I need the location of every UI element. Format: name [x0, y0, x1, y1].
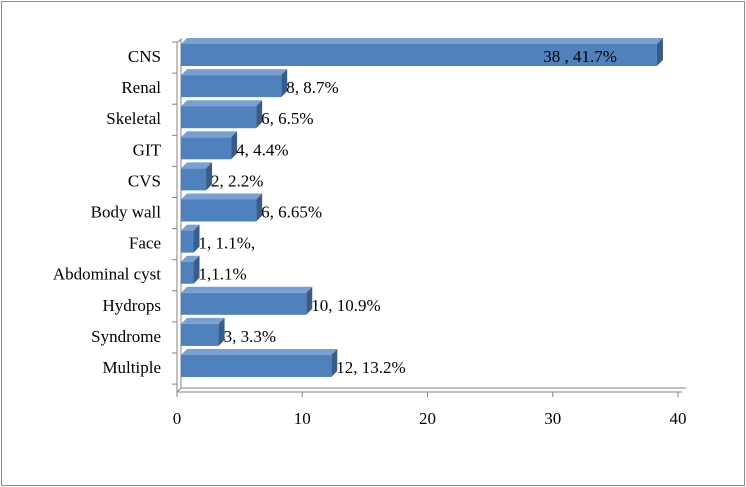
bar-side-face — [656, 38, 663, 66]
data-label: 1, 1.1%, — [199, 234, 256, 253]
data-label: 10, 10.9% — [311, 296, 380, 315]
x-tick-label: 20 — [419, 409, 436, 428]
category-label: CVS — [128, 171, 161, 190]
bar-side-face — [218, 317, 225, 346]
x-tick-label: 10 — [294, 409, 311, 428]
data-label: 8, 8.7% — [286, 78, 338, 97]
bar-side-face — [281, 69, 288, 98]
bar — [181, 199, 257, 222]
bar-side-face — [231, 131, 238, 160]
bar-top-face — [181, 224, 200, 231]
bar — [181, 44, 657, 66]
category-label: Face — [129, 234, 161, 253]
bar — [181, 261, 194, 284]
category-label: Skeletal — [106, 109, 161, 128]
bar — [181, 168, 207, 191]
bar-top-face — [181, 69, 288, 76]
bar-side-face — [306, 286, 313, 315]
data-label: 1,1.1% — [199, 265, 247, 284]
category-label: CNS — [128, 47, 161, 66]
bars — [181, 38, 663, 377]
bar-top-face — [181, 131, 238, 138]
bar-top-face — [181, 162, 213, 169]
bar — [181, 292, 307, 315]
bar-top-face — [181, 286, 313, 293]
bar-top-face — [181, 349, 338, 355]
bar-side-face — [331, 349, 338, 377]
bar-top-face — [181, 317, 225, 324]
category-label: GIT — [133, 140, 162, 159]
category-label: Abdominal cyst — [53, 265, 161, 284]
data-label: 38 , 41.7% — [543, 47, 617, 66]
bar-side-face — [193, 255, 200, 284]
category-label: Body wall — [91, 203, 162, 222]
bar-top-face — [181, 193, 263, 200]
bar-side-face — [256, 100, 263, 129]
bar — [181, 137, 232, 160]
bar-top-face — [181, 38, 663, 44]
category-label: Syndrome — [91, 327, 161, 346]
bar-side-face — [206, 162, 213, 191]
data-label: 6, 6.65% — [261, 203, 322, 222]
category-label: Multiple — [102, 358, 161, 377]
x-tick-labels: 0 10 20 30 40 — [173, 409, 687, 428]
data-label: 2, 2.2% — [211, 171, 263, 190]
data-label: 4, 4.4% — [236, 140, 288, 159]
bar — [181, 230, 194, 253]
bar — [181, 75, 282, 98]
axes — [172, 37, 686, 397]
data-label: 6, 6.5% — [261, 109, 313, 128]
x-tick-label: 0 — [173, 409, 182, 428]
category-labels: CNS Renal Skeletal GIT CVS Body wall Face Abdom… — [53, 47, 162, 377]
data-label: 12, 13.2% — [336, 358, 405, 377]
x-tick-label: 30 — [544, 409, 561, 428]
bar-top-face — [181, 100, 263, 107]
category-label: Hydrops — [102, 296, 161, 315]
bar — [181, 323, 219, 346]
bar-top-face — [181, 255, 200, 262]
category-label: Renal — [121, 78, 161, 97]
data-labels: 38 , 41.7% 8, 8.7% 6, 6.5% 4, 4.4% 2, 2.2% 6,… — [199, 47, 617, 377]
x-tick-label: 40 — [670, 409, 687, 428]
back-wall-edge — [176, 37, 182, 393]
bar-side-face — [256, 193, 263, 222]
bar — [181, 106, 257, 129]
bar-side-face — [193, 224, 200, 253]
data-label: 3, 3.3% — [224, 327, 276, 346]
bar — [181, 355, 332, 377]
